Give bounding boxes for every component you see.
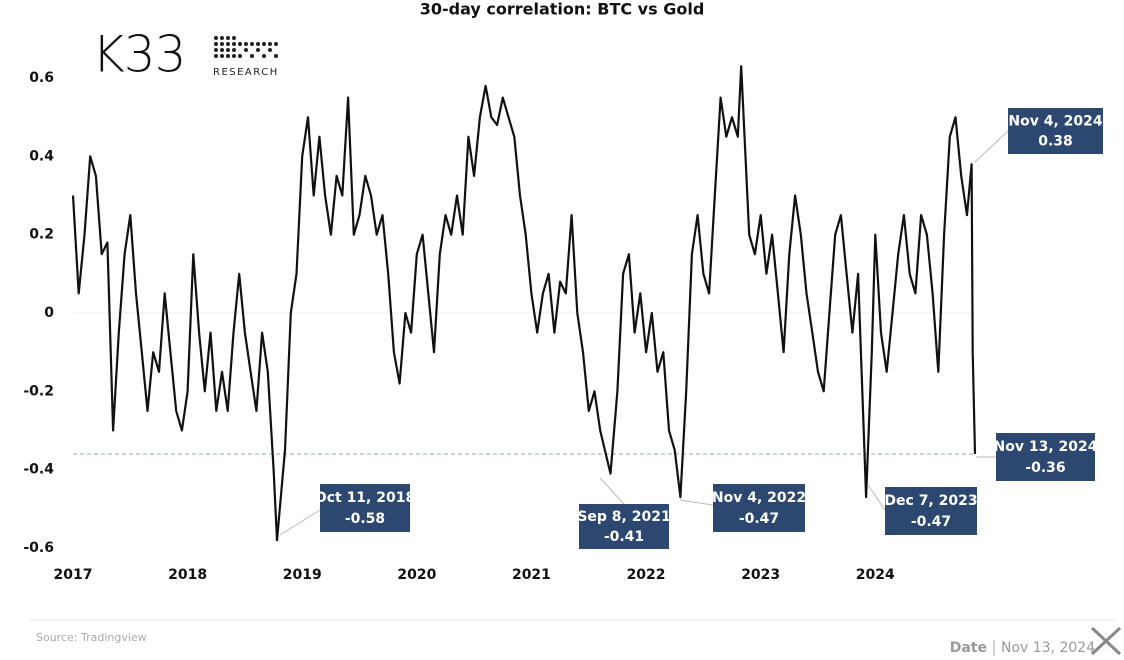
y-tick-label: -0.4	[23, 462, 54, 478]
annotation-leader	[599, 477, 625, 505]
x-tick-label: 2022	[627, 567, 666, 583]
plot-area: -0.6 -0.4 -0.2 0 0.2 0.4 0.6 2017 2018 2019 2020 20…	[23, 65, 1103, 583]
logo: K33 RESEARCH	[92, 26, 279, 84]
annotation-leader	[974, 130, 1009, 163]
annotation-date: Sep 8, 2021	[577, 509, 670, 525]
annotation-value: -0.47	[739, 511, 779, 527]
annotation-date: Oct 11, 2018	[315, 490, 415, 506]
x-tick-label: 2020	[397, 567, 436, 583]
chart-title: 30-day correlation: BTC vs Gold	[420, 0, 705, 19]
annotation-value: -0.47	[911, 514, 951, 530]
x-tick-label: 2017	[54, 567, 93, 583]
annotation-date: Nov 4, 2022	[712, 490, 806, 506]
annotation-box	[713, 484, 805, 532]
expand-icon	[1090, 626, 1122, 656]
annotation-value: 0.38	[1038, 134, 1073, 150]
source: Source: Tradingview	[36, 631, 147, 644]
annotation-leader	[279, 509, 321, 536]
x-tick-label: 2024	[856, 567, 895, 583]
y-tick-label: -0.2	[23, 383, 54, 399]
y-tick-label: -0.6	[23, 540, 54, 556]
annotation-box	[320, 484, 410, 532]
y-tick-label: 0.4	[29, 148, 54, 164]
annotation-date: Nov 4, 2024	[1008, 113, 1102, 129]
annotation-value: -0.58	[345, 511, 385, 527]
logo-name: K33	[92, 26, 185, 84]
y-tick-label: 0.6	[29, 70, 54, 86]
annotation-box	[579, 504, 669, 549]
annotation-leader	[867, 484, 886, 511]
x-tick-label: 2023	[741, 567, 780, 583]
date-label: Date	[950, 640, 987, 656]
annotation-value: -0.36	[1025, 460, 1065, 476]
logo-dots	[214, 36, 278, 58]
x-tick-label: 2018	[168, 567, 207, 583]
annotation-box	[885, 487, 977, 535]
y-tick-label: 0	[44, 305, 54, 321]
series-line	[71, 65, 977, 542]
annotation-date: Nov 13, 2024	[994, 439, 1098, 455]
annotation-value: -0.41	[604, 529, 644, 545]
annotation-box	[1008, 108, 1103, 154]
y-tick-label: 0.2	[29, 227, 54, 243]
x-tick-label: 2021	[512, 567, 551, 583]
annotation-leader	[679, 499, 714, 506]
x-tick-label: 2019	[283, 567, 322, 583]
annotation-date: Dec 7, 2023	[884, 493, 977, 509]
logo-tagline: RESEARCH	[213, 67, 279, 78]
date-value: Nov 13, 2024	[1001, 640, 1095, 656]
annotation-box	[996, 433, 1095, 481]
